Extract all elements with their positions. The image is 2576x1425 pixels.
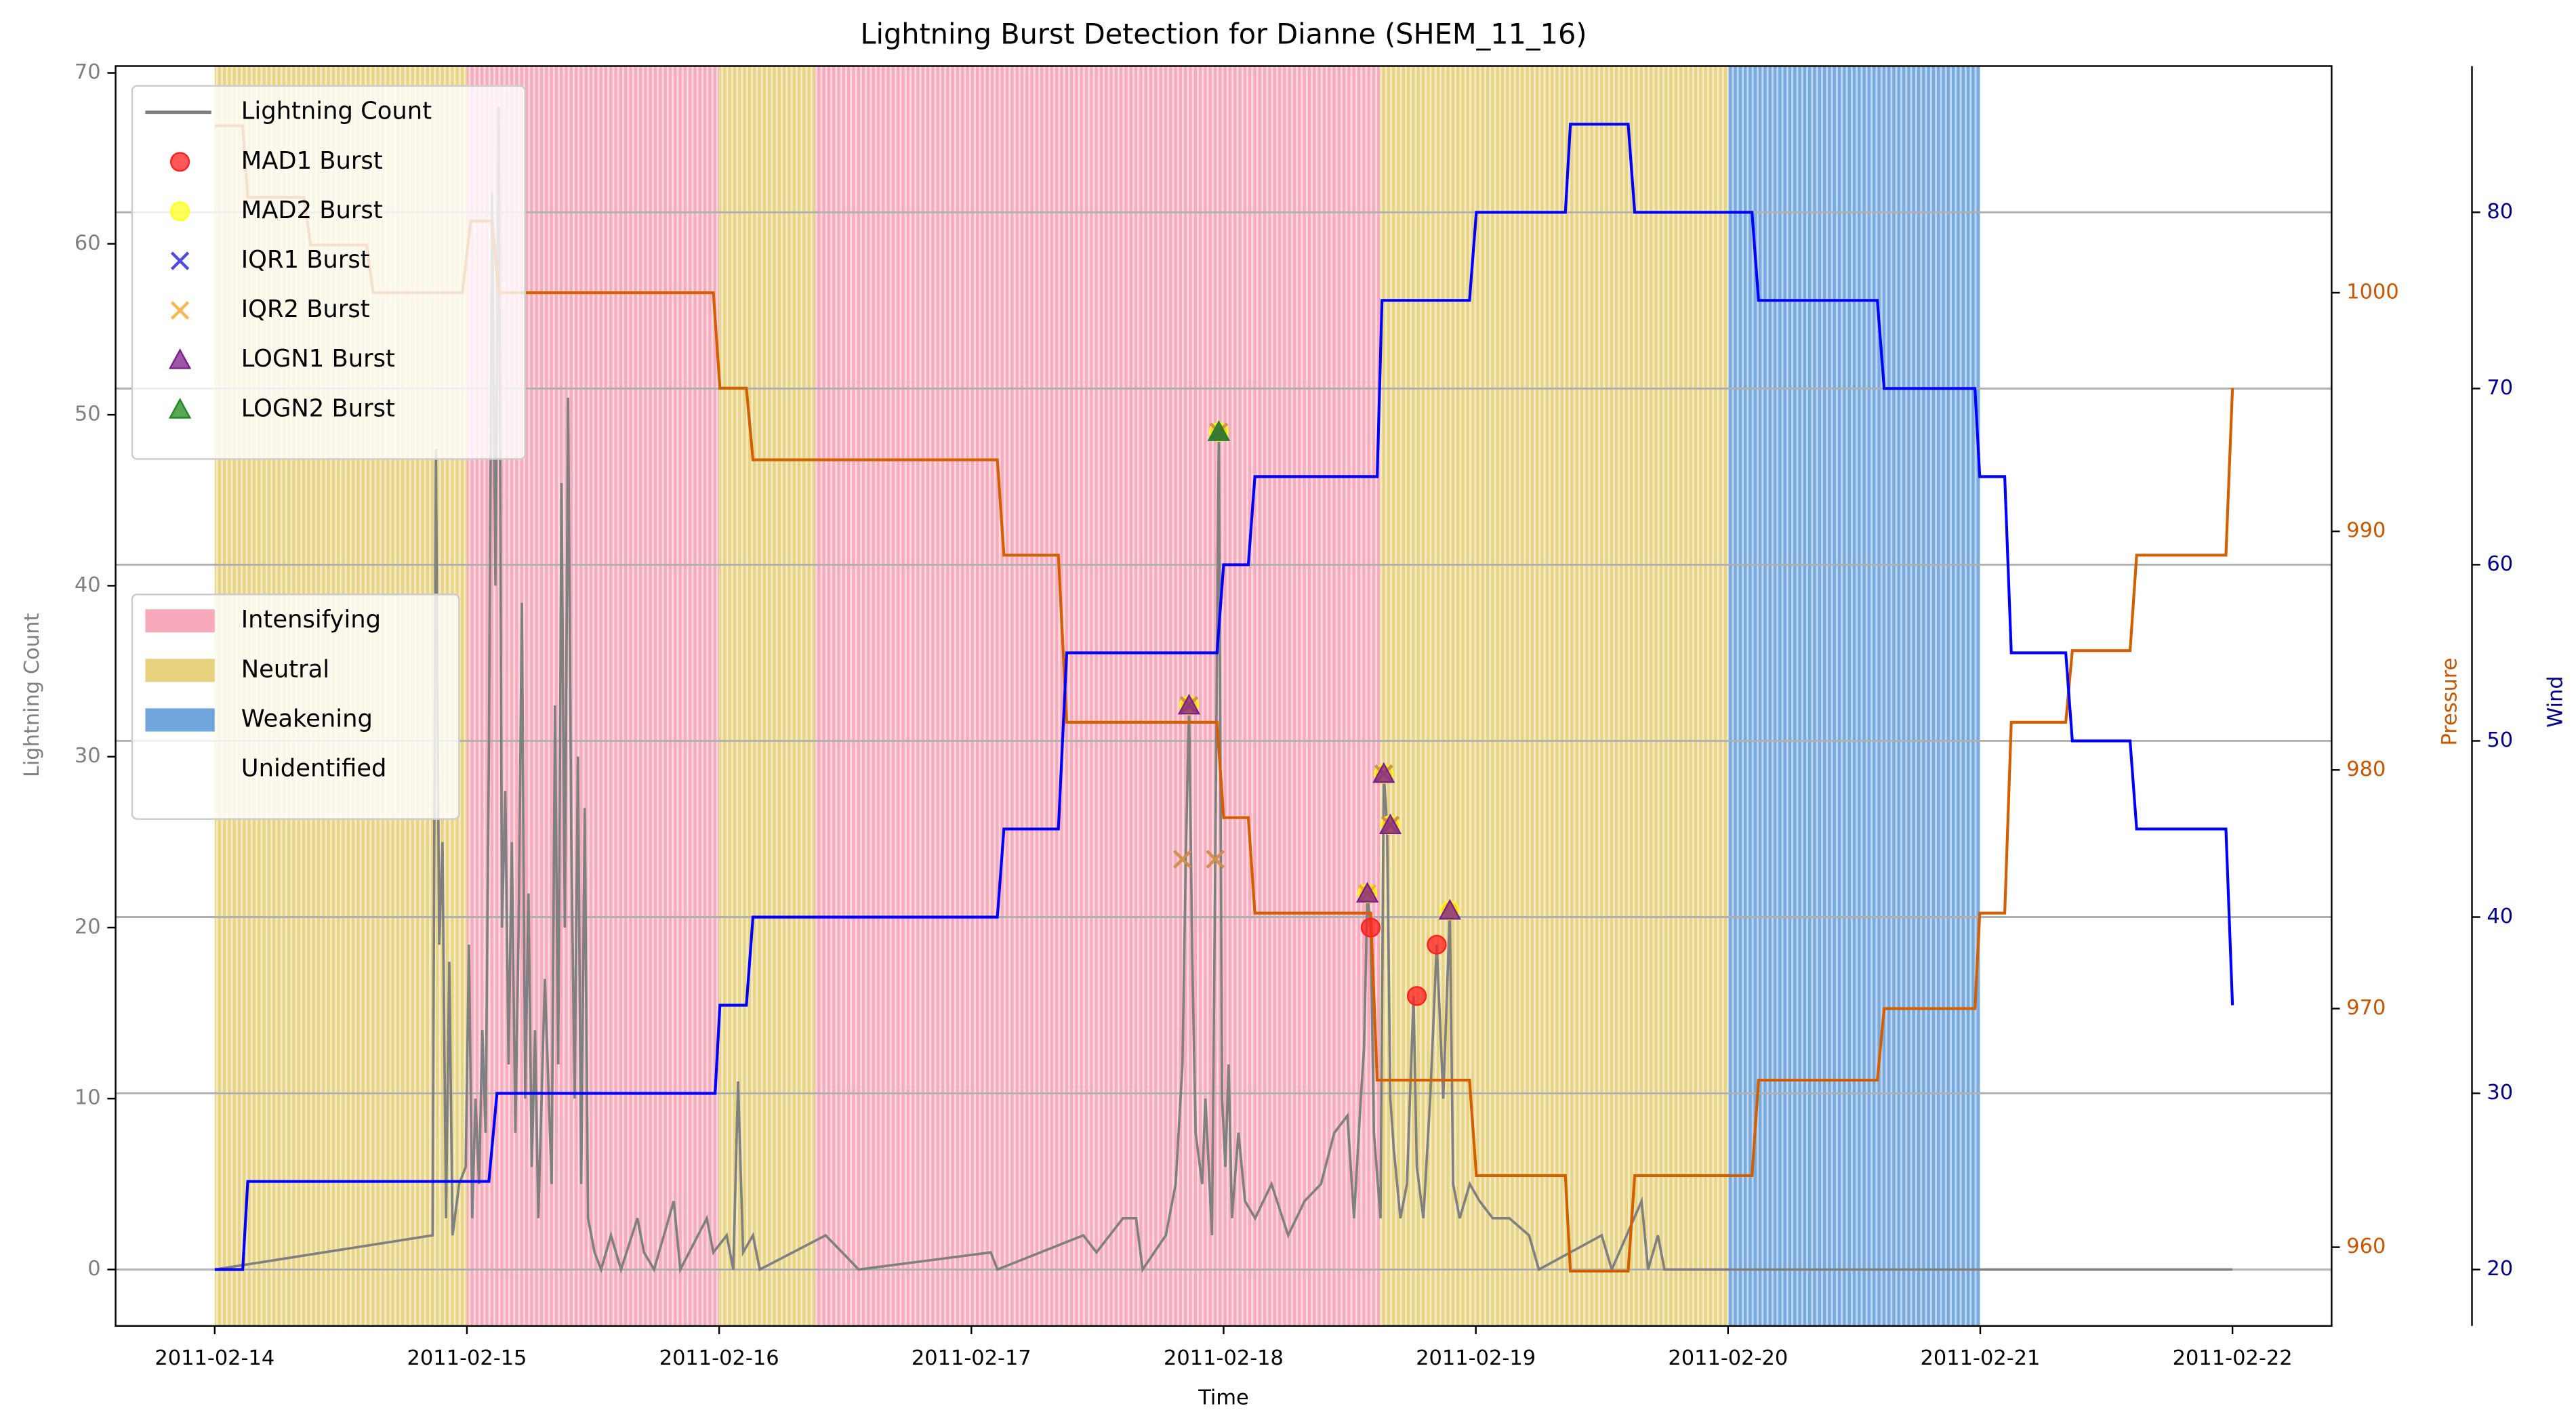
x-tick-label: 2011-02-20	[1668, 1346, 1788, 1370]
legend-label: MAD2 Burst	[241, 197, 383, 224]
legend-swatch	[168, 398, 192, 419]
legend: Lightning Count MAD1 Burst MAD2 Burst IQR1 …	[131, 85, 527, 460]
phase-span	[1727, 66, 1980, 1326]
y-tick-label: 50	[75, 402, 101, 426]
series-line	[214, 123, 2234, 1271]
x-axis-label: Time	[1198, 1386, 1248, 1410]
legend-swatch	[145, 609, 215, 633]
y3-tick-label: 60	[2487, 552, 2513, 576]
y3-tick-label: 70	[2487, 376, 2513, 400]
legend-swatch	[169, 152, 190, 172]
legend-label: MAD1 Burst	[241, 147, 383, 175]
legend-label: IQR2 Burst	[241, 295, 370, 323]
legend-label: Unidentified	[241, 755, 387, 783]
y2-tick-label: 980	[2346, 758, 2386, 781]
legend-label: Intensifying	[241, 606, 381, 634]
y-tick-label: 60	[75, 231, 101, 255]
legend-label: Neutral	[241, 655, 329, 683]
x-tick-label: 2011-02-15	[407, 1346, 527, 1370]
y-tick-label: 30	[75, 744, 101, 768]
phase-legend: Intensifying Neutral Weakening Unidentified	[131, 594, 460, 820]
x-tick-label: 2011-02-18	[1164, 1346, 1284, 1370]
x-tick-label: 2011-02-19	[1416, 1346, 1536, 1370]
y2-axis-label: Pressure	[2438, 658, 2461, 746]
burst-marker	[1173, 850, 1192, 869]
x-tick-label: 2011-02-22	[2173, 1346, 2293, 1370]
phase-span	[719, 66, 815, 1326]
y3-tick-label: 80	[2487, 200, 2513, 224]
phase-span	[815, 66, 1381, 1326]
y-axis-label: Lightning Count	[20, 613, 44, 777]
burst-marker	[1355, 882, 1379, 903]
y-tick-label: 20	[75, 915, 101, 938]
x-tick-label: 2011-02-16	[659, 1346, 779, 1370]
legend-swatch	[168, 348, 192, 369]
y3-tick-label: 30	[2487, 1081, 2513, 1104]
burst-marker	[1438, 899, 1461, 920]
y2-tick-label: 1000	[2346, 281, 2398, 304]
y-tick-label: 40	[75, 573, 101, 597]
y-tick-label: 10	[75, 1086, 101, 1110]
burst-marker	[1360, 917, 1381, 938]
x-tick-label: 2011-02-17	[912, 1346, 1031, 1370]
legend-swatch	[145, 758, 215, 781]
x-tick-label: 2011-02-14	[155, 1346, 274, 1370]
burst-marker	[1406, 986, 1427, 1006]
y-tick-label: 0	[87, 1257, 100, 1281]
y3-tick-label: 50	[2487, 728, 2513, 752]
y2-tick-label: 970	[2346, 996, 2386, 1020]
legend-swatch	[145, 708, 215, 732]
legend-box	[131, 85, 527, 460]
legend-swatch	[169, 201, 190, 222]
chart-title: Lightning Burst Detection for Dianne (SH…	[860, 18, 1587, 51]
x-tick-label: 2011-02-21	[1921, 1346, 2041, 1370]
y3-axis-label: Wind	[2543, 676, 2567, 728]
burst-marker	[1206, 850, 1225, 869]
legend-swatch	[170, 251, 190, 270]
legend-label: LOGN2 Burst	[241, 394, 395, 422]
legend-label: LOGN1 Burst	[241, 345, 395, 373]
y2-tick-label: 960	[2346, 1235, 2386, 1258]
burst-marker	[1427, 934, 1447, 955]
y3-tick-label: 40	[2487, 905, 2513, 928]
y-tick-label: 70	[75, 60, 101, 84]
burst-marker	[1372, 762, 1395, 783]
series-line	[214, 107, 2233, 1274]
burst-marker	[1207, 420, 1231, 441]
burst-marker	[1177, 693, 1201, 715]
phase-span	[1380, 66, 1728, 1326]
legend-label: Lightning Count	[241, 98, 432, 125]
legend-label: IQR1 Burst	[241, 246, 370, 274]
legend-swatch	[145, 659, 215, 682]
burst-marker	[1378, 813, 1402, 835]
y3-tick-label: 20	[2487, 1257, 2513, 1281]
legend-label: Weakening	[241, 705, 373, 732]
y2-tick-label: 990	[2346, 519, 2386, 543]
legend-swatch	[170, 301, 190, 320]
